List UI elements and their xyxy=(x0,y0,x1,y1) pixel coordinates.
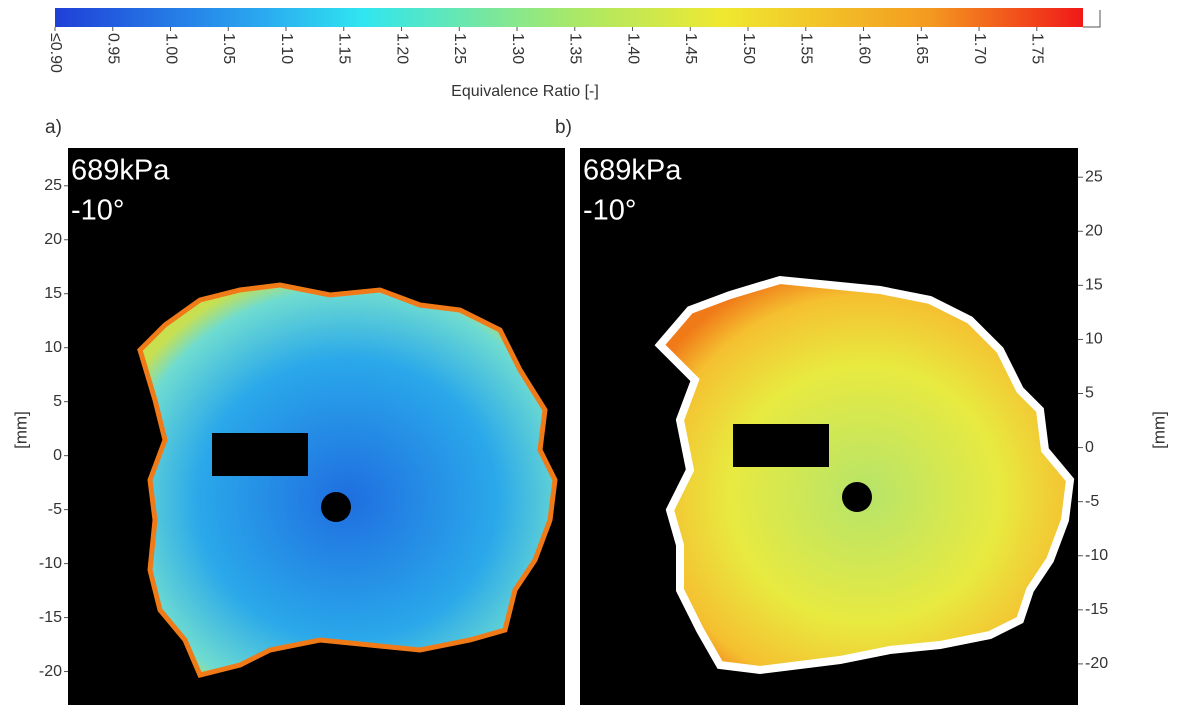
y-tick-label: -15 xyxy=(1085,601,1108,618)
colorbar-tick-label: 1.60 xyxy=(855,33,872,64)
colorbar-tick-label: 0.95 xyxy=(105,33,122,64)
y-tick-label: 25 xyxy=(1085,168,1103,185)
y-axis-label: [mm] xyxy=(11,411,30,449)
colorbar-tick-label: 1.70 xyxy=(971,33,988,64)
pressure-annotation: 689kPa xyxy=(583,155,682,187)
y-tick-label: 15 xyxy=(44,285,62,302)
panel-label: a) xyxy=(45,117,62,138)
angle-annotation: -10° xyxy=(583,195,637,227)
y-tick-label: -5 xyxy=(1085,493,1099,510)
panel-label: b) xyxy=(555,117,572,138)
colorbar xyxy=(55,8,1083,27)
phi-field-a xyxy=(140,285,555,675)
y-tick-label: 10 xyxy=(1085,331,1103,348)
colorbar-tick-label: 1.30 xyxy=(509,33,526,64)
colorbar-tick-label: 1.35 xyxy=(567,33,584,64)
colorbar-tick-label: 1.25 xyxy=(451,33,468,64)
y-tick-label: -10 xyxy=(1085,547,1108,564)
y-tick-label: 5 xyxy=(53,393,62,410)
colorbar-tick-label: 1.65 xyxy=(913,33,930,64)
colorbar-tick-label: 1.15 xyxy=(336,33,353,64)
colorbar-tick-label: 1.10 xyxy=(278,33,295,64)
colorbar-tick-label: 1.45 xyxy=(682,33,699,64)
y-tick-label: -10 xyxy=(39,555,62,572)
y-tick-label: -20 xyxy=(39,663,62,680)
y-tick-label: 20 xyxy=(1085,222,1103,239)
colorbar-tick-label: 1.50 xyxy=(740,33,757,64)
colorbar-tick-label: 1.40 xyxy=(624,33,641,64)
colorbar-tick-label: 1.75 xyxy=(1029,33,1046,64)
y-tick-label: 20 xyxy=(44,231,62,248)
y-tick-label: -5 xyxy=(48,501,62,518)
y-tick-label: 0 xyxy=(1085,439,1094,456)
mask-rect xyxy=(212,433,308,476)
y-tick-label: 25 xyxy=(44,177,62,194)
y-tick-label: 15 xyxy=(1085,277,1103,294)
y-tick-label: 10 xyxy=(44,339,62,356)
mask-rect xyxy=(733,424,829,467)
y-axis-label: [mm] xyxy=(1149,411,1168,449)
mask-circle xyxy=(842,482,872,512)
colorbar-tick-label: 1.20 xyxy=(393,33,410,64)
colorbar-label: Equivalence Ratio [-] xyxy=(451,83,599,100)
angle-annotation: -10° xyxy=(71,195,125,227)
colorbar-tick-label: ≤0.90 xyxy=(47,33,64,73)
y-tick-label: -15 xyxy=(39,609,62,626)
y-tick-label: 0 xyxy=(53,447,62,464)
y-tick-label: 5 xyxy=(1085,385,1094,402)
colorbar-tick-label: 1.00 xyxy=(162,33,179,64)
y-tick-label: -20 xyxy=(1085,655,1108,672)
pressure-annotation: 689kPa xyxy=(71,155,170,187)
colorbar-tick-label: 1.05 xyxy=(220,33,237,64)
figure: Equivalence Ratio [-] ≤0.90 0.95 1.00 1.05 1… xyxy=(0,0,1177,705)
colorbar-tick-label: 1.55 xyxy=(798,33,815,64)
colorbar-bracket xyxy=(1083,10,1100,27)
mask-circle xyxy=(321,492,351,522)
